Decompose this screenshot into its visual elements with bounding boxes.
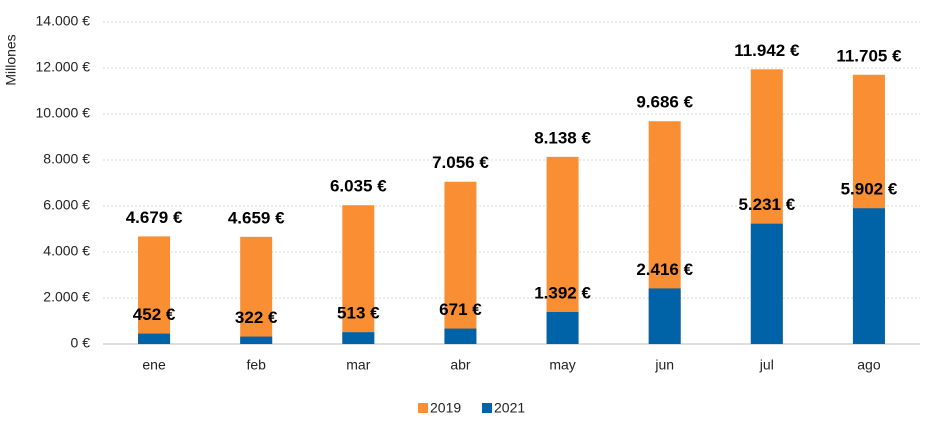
x-tick-label: may — [549, 357, 575, 373]
x-tick-label: feb — [246, 357, 266, 373]
value-label: 5.231 € — [738, 195, 795, 214]
y-tick-label: 10.000 € — [36, 105, 91, 121]
legend-swatch — [418, 403, 428, 413]
value-label: 11.942 € — [734, 41, 800, 60]
value-label: 5.902 € — [841, 180, 898, 199]
value-label: 8.138 € — [534, 128, 591, 147]
bar — [648, 288, 681, 344]
bar — [342, 332, 375, 344]
value-label: 513 € — [337, 304, 380, 323]
x-tick-label: jun — [654, 357, 674, 373]
y-tick-label: 8.000 € — [43, 151, 90, 167]
x-tick-label: mar — [346, 357, 370, 373]
y-tick-label: 0 € — [71, 335, 91, 351]
value-label: 1.392 € — [534, 283, 591, 302]
value-label: 6.035 € — [330, 177, 387, 196]
x-tick-label: jul — [759, 357, 774, 373]
bar — [240, 236, 273, 344]
bar — [546, 311, 579, 344]
bar — [444, 181, 477, 344]
bar — [138, 333, 171, 344]
bar — [342, 205, 375, 344]
value-label: 4.679 € — [126, 208, 183, 227]
value-label: 4.659 € — [228, 208, 285, 227]
x-tick-label: ago — [857, 357, 881, 373]
legend-label: 2019 — [430, 400, 461, 416]
y-tick-label: 2.000 € — [43, 289, 90, 305]
value-label: 11.705 € — [836, 46, 902, 65]
bar — [750, 223, 783, 344]
x-tick-label: abr — [450, 357, 471, 373]
bar — [240, 336, 273, 344]
value-label: 671 € — [439, 300, 482, 319]
value-label: 7.056 € — [432, 153, 489, 172]
y-tick-label: 14.000 € — [36, 13, 91, 29]
y-tick-label: 6.000 € — [43, 197, 90, 213]
legend-swatch — [482, 403, 492, 413]
value-label: 9.686 € — [636, 93, 693, 112]
bar — [444, 328, 477, 344]
bar — [138, 236, 171, 344]
bar — [852, 208, 885, 344]
value-label: 2.416 € — [636, 260, 693, 279]
y-tick-label: 12.000 € — [36, 59, 91, 75]
x-tick-label: ene — [142, 357, 166, 373]
value-label: 322 € — [235, 308, 278, 327]
y-tick-label: 4.000 € — [43, 243, 90, 259]
legend-label: 2021 — [494, 400, 525, 416]
value-label: 452 € — [133, 305, 176, 324]
y-axis-label: Millones — [3, 34, 19, 85]
